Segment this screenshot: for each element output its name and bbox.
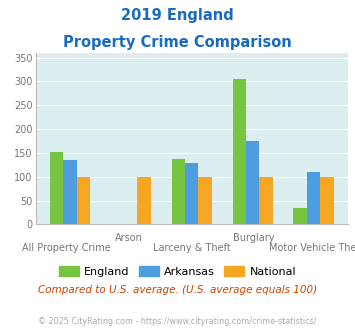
Bar — [185, 163, 198, 224]
Text: Compared to U.S. average. (U.S. average equals 100): Compared to U.S. average. (U.S. average … — [38, 285, 317, 295]
Text: 2019 England: 2019 England — [121, 8, 234, 23]
Bar — [294, 208, 307, 224]
Bar — [171, 159, 185, 224]
Bar — [63, 160, 77, 224]
Bar — [50, 152, 63, 224]
Text: Burglary: Burglary — [234, 233, 275, 243]
Text: Property Crime Comparison: Property Crime Comparison — [63, 35, 292, 50]
Text: © 2025 CityRating.com - https://www.cityrating.com/crime-statistics/: © 2025 CityRating.com - https://www.city… — [38, 317, 317, 326]
Bar — [320, 177, 334, 224]
Legend: England, Arkansas, National: England, Arkansas, National — [54, 261, 301, 281]
Bar — [137, 177, 151, 224]
Bar — [307, 172, 320, 224]
Text: Motor Vehicle Theft: Motor Vehicle Theft — [269, 243, 355, 252]
Text: Larceny & Theft: Larceny & Theft — [153, 243, 231, 252]
Bar — [260, 177, 273, 224]
Bar — [77, 177, 90, 224]
Bar — [198, 177, 212, 224]
Bar — [246, 141, 260, 224]
Bar — [233, 79, 246, 224]
Text: Arson: Arson — [115, 233, 143, 243]
Text: All Property Crime: All Property Crime — [22, 243, 111, 252]
